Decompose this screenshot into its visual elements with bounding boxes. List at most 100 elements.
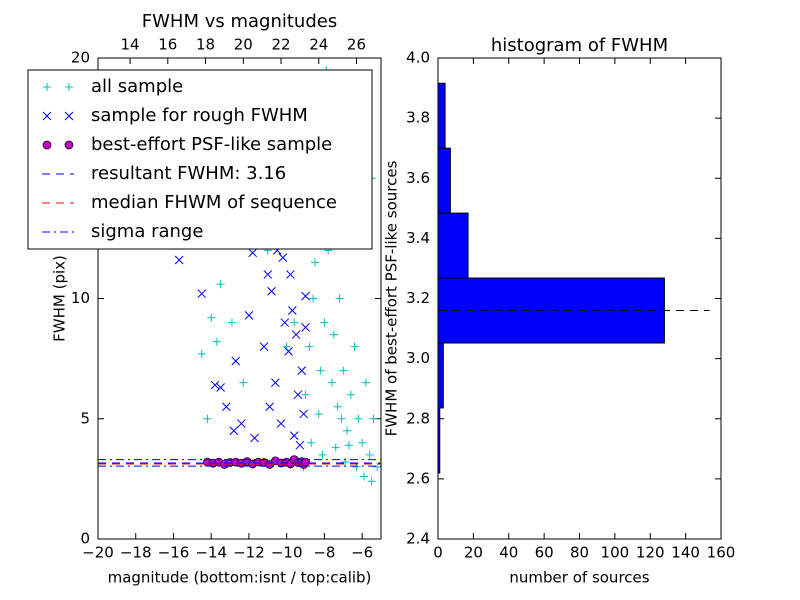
plus-marker — [318, 450, 327, 459]
y-tick-label: 2.6 — [406, 469, 430, 487]
plus-marker — [227, 318, 236, 327]
y-tick-label: 3.0 — [406, 349, 430, 367]
plus-marker — [329, 330, 338, 339]
x-marker — [301, 323, 310, 332]
plus-marker — [344, 441, 353, 450]
plus-marker — [333, 402, 342, 411]
histogram-bar — [437, 212, 469, 279]
x-tick-label: −8 — [313, 544, 335, 562]
x-marker — [174, 255, 184, 265]
x-marker — [299, 409, 309, 419]
x-marker — [291, 330, 301, 339]
x-tick-label: 60 — [535, 544, 554, 562]
legend-label: median FHWM of sequence — [91, 192, 337, 213]
x-marker — [289, 431, 299, 440]
x-marker — [229, 426, 239, 436]
plus-marker — [239, 378, 248, 387]
x-marker — [267, 286, 276, 296]
x-tick-label: 120 — [636, 544, 665, 562]
x-marker — [270, 378, 280, 388]
x2-tick-label: 24 — [309, 36, 328, 54]
plus-marker — [307, 438, 316, 447]
x-marker — [265, 402, 275, 412]
x2-tick-label: 22 — [271, 36, 290, 54]
x-marker — [276, 419, 286, 428]
x-marker — [248, 248, 258, 258]
x-axis-label: magnitude (bottom:isnt / top:calib) — [108, 569, 372, 587]
x-marker — [237, 419, 246, 428]
axes-frame — [437, 57, 722, 540]
legend-label: all sample — [91, 76, 183, 97]
x-tick-label: −6 — [351, 544, 373, 562]
histogram-bar — [437, 342, 444, 409]
x-marker — [216, 383, 225, 392]
plus-marker — [212, 337, 221, 346]
x-tick-label: −10 — [271, 544, 303, 562]
plus-marker — [361, 378, 370, 387]
y-tick-label: 3.2 — [406, 289, 430, 307]
x-tick-label: 20 — [464, 544, 483, 562]
plus-marker — [335, 294, 344, 303]
x2-tick-label: 16 — [158, 36, 177, 54]
plus-marker — [203, 414, 212, 423]
circle-marker — [64, 140, 74, 150]
plus-marker — [346, 390, 355, 399]
x-tick-label: −12 — [233, 544, 265, 562]
plus-marker — [373, 462, 381, 471]
x-tick-label: −16 — [158, 544, 190, 562]
x-marker — [197, 289, 207, 299]
x-marker — [259, 342, 269, 351]
plus-marker — [337, 414, 346, 423]
plus-marker — [310, 258, 319, 267]
x-marker — [301, 291, 310, 301]
y-tick-label: 10 — [71, 289, 90, 307]
axes-frame — [97, 57, 382, 540]
circle-marker — [42, 140, 52, 150]
y-tick-label: 2.8 — [406, 409, 430, 427]
legend-label: sigma range — [91, 221, 203, 242]
x2-tick-label: 26 — [347, 36, 366, 54]
plus-marker — [314, 409, 323, 418]
x-marker — [263, 270, 273, 279]
y-axis-label: FWHM (pix) — [51, 255, 69, 342]
plus-marker — [320, 318, 329, 327]
x-marker — [231, 356, 241, 366]
x-marker — [284, 347, 293, 356]
y-tick-label: 0 — [80, 530, 90, 548]
histogram-bar — [437, 82, 446, 149]
chart-title: FWHM vs magnitudes — [142, 11, 337, 32]
x-marker — [244, 310, 254, 320]
x-marker — [210, 380, 220, 390]
histogram-bar — [437, 147, 451, 214]
x-tick-label: 100 — [601, 544, 630, 562]
plus-marker — [360, 472, 369, 481]
x-marker — [293, 390, 303, 400]
legend-label: resultant FWHM: 3.16 — [91, 163, 286, 184]
y-tick-label: 3.4 — [406, 229, 430, 247]
plus-marker — [290, 318, 299, 327]
plus-marker — [309, 294, 318, 303]
x2-tick-label: 18 — [196, 36, 215, 54]
x2-tick-label: 20 — [234, 36, 253, 54]
plus-marker — [350, 342, 359, 351]
x-marker — [64, 111, 74, 121]
x-marker — [42, 111, 52, 121]
plus-marker — [354, 414, 363, 423]
x-marker — [286, 270, 295, 279]
y-tick-label: 3.8 — [406, 109, 430, 127]
plus-marker — [207, 313, 216, 322]
x-tick-label: 0 — [433, 544, 443, 562]
y-tick-label: 5 — [80, 409, 90, 427]
plus-marker — [331, 443, 340, 452]
legend-box — [27, 69, 373, 250]
x-tick-label: 160 — [707, 544, 736, 562]
plus-marker — [197, 349, 206, 358]
y-tick-label: 20 — [71, 49, 90, 67]
x-marker — [287, 306, 297, 315]
x-marker — [295, 440, 305, 450]
legend-label: best-effort PSF-like sample — [91, 134, 332, 155]
x-marker — [278, 253, 288, 262]
x2-tick-label: 14 — [121, 36, 140, 54]
x-tick-label: −20 — [82, 544, 114, 562]
